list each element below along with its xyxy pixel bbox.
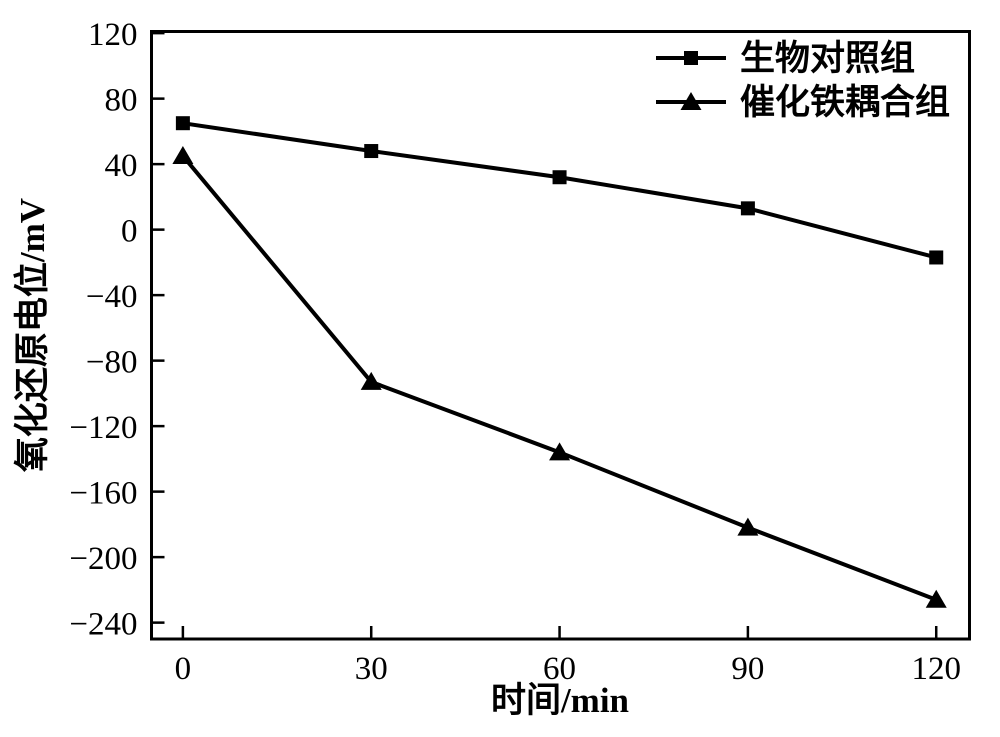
- x-tick-label: 30: [355, 651, 388, 687]
- x-axis-ticks: 0 30 60 90 120: [175, 626, 961, 687]
- y-tick-label: 120: [88, 17, 138, 53]
- series-line-0: [182, 121, 937, 260]
- data-point-series-0: [364, 144, 379, 159]
- data-point-series-0: [552, 170, 567, 185]
- legend-square-marker: [684, 51, 698, 65]
- legend-label: 生物对照组: [740, 39, 915, 78]
- y-tick-label: −40: [86, 279, 138, 315]
- legend-item-1: 催化铁耦合组: [656, 83, 950, 122]
- data-point-series-0: [929, 250, 944, 265]
- y-tick-label: 80: [105, 83, 138, 119]
- plot-area-border: [150, 30, 971, 641]
- x-axis-title: 时间/min: [491, 681, 629, 720]
- y-tick-label: −120: [69, 410, 137, 446]
- data-point-series-1: [549, 442, 571, 461]
- y-tick-label: −240: [69, 607, 137, 643]
- data-point-series-1: [925, 589, 947, 608]
- data-series: [172, 116, 947, 608]
- x-tick-label: 120: [911, 651, 961, 687]
- y-axis-title: 氧化还原电位/mV: [13, 198, 52, 472]
- data-point-series-1: [172, 145, 194, 164]
- legend-triangle-marker: [680, 92, 702, 110]
- y-tick-label: 40: [105, 148, 138, 184]
- y-tick-label: 0: [121, 214, 138, 250]
- data-point-series-0: [740, 201, 755, 216]
- y-tick-label: −200: [69, 541, 137, 577]
- y-tick-label: −80: [86, 345, 138, 381]
- x-tick-label: 90: [731, 651, 764, 687]
- x-tick-label: 0: [175, 651, 192, 687]
- legend-label: 催化铁耦合组: [740, 83, 950, 122]
- legend-item-0: 生物对照组: [656, 39, 915, 78]
- y-tick-label: −160: [69, 476, 137, 512]
- y-axis-ticks: 120 80 40 0 −40 −80 −120 −160 −200 −240: [69, 17, 165, 643]
- series-line-1: [181, 154, 937, 602]
- data-point-series-1: [360, 371, 382, 390]
- data-point-series-0: [175, 116, 190, 131]
- data-point-series-1: [737, 517, 759, 536]
- x-tick-label: 60: [543, 651, 576, 687]
